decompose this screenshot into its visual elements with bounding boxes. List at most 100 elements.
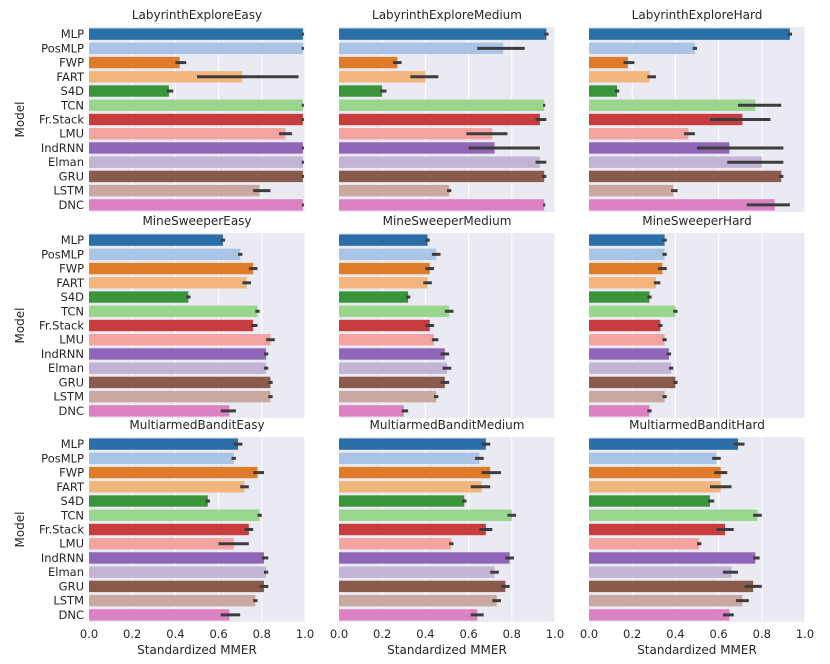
bar-S4D — [589, 291, 650, 303]
category-label: LSTM — [53, 594, 84, 608]
panel-0: LabyrinthExploreEasy MLPPosMLPFWPFARTS4DT… — [13, 8, 306, 212]
category-label: IndRNN — [41, 347, 84, 361]
bar-MLP — [589, 438, 739, 450]
bar-FART — [89, 481, 245, 493]
x-tick-label: 1.0 — [296, 627, 314, 641]
x-tick-label: 0.0 — [330, 627, 348, 641]
panel-title: MultiarmedBanditMedium — [370, 418, 525, 432]
panel-title: LabyrinthExploreMedium — [372, 8, 522, 22]
bar-Fr.Stack — [339, 113, 540, 126]
panel-2: LabyrinthExploreHard — [588, 8, 806, 212]
bar-TCN — [89, 99, 303, 111]
category-label: DNC — [59, 198, 85, 212]
bar-S4D — [89, 291, 189, 303]
x-tick-label: 0.6 — [459, 627, 477, 641]
category-label: PosMLP — [41, 451, 84, 465]
bar-S4D — [89, 495, 208, 507]
category-label: Fr.Stack — [39, 523, 84, 537]
bar-Fr.Stack — [339, 319, 430, 332]
bar-TCN — [589, 99, 756, 111]
bar-PosMLP — [89, 452, 234, 465]
bar-PosMLP — [339, 42, 504, 55]
category-label: FWP — [59, 262, 84, 276]
bar-DNC — [89, 609, 230, 621]
bar-LSTM — [89, 594, 256, 607]
bar-S4D — [339, 495, 465, 507]
category-label: LSTM — [53, 184, 84, 198]
bar-LMU — [589, 128, 689, 140]
bar-LSTM — [589, 594, 743, 607]
category-label: FART — [56, 70, 85, 84]
x-tick-label: 1.0 — [546, 627, 564, 641]
bar-Elman — [589, 566, 732, 578]
bar-PosMLP — [89, 42, 303, 55]
bar-LMU — [589, 334, 665, 346]
x-tick-label: 0.2 — [123, 627, 141, 641]
category-label: LMU — [59, 127, 84, 141]
bar-TCN — [339, 99, 545, 111]
bar-FWP — [589, 262, 663, 275]
bar-Fr.Stack — [339, 523, 486, 536]
x-axis-label: Standardized MMER — [137, 643, 257, 657]
bar-FWP — [339, 56, 398, 69]
bar-LMU — [339, 334, 435, 346]
bar-IndRNN — [89, 142, 303, 154]
category-label: GRU — [59, 375, 84, 389]
x-tick-label: 0.8 — [753, 627, 771, 641]
x-tick-label: 0.4 — [166, 627, 184, 641]
bar-FART — [339, 71, 426, 83]
category-label: S4D — [61, 84, 85, 98]
bar-Fr.Stack — [589, 319, 661, 332]
bar-Elman — [339, 362, 447, 374]
bar-PosMLP — [589, 248, 665, 261]
bar-FART — [339, 277, 428, 289]
bar-Elman — [89, 156, 303, 168]
bar-MLP — [339, 28, 547, 40]
bar-Elman — [339, 156, 540, 168]
bar-DNC — [589, 609, 730, 621]
bar-IndRNN — [589, 348, 669, 360]
bar-LMU — [589, 538, 700, 550]
panel-title: LabyrinthExploreEasy — [132, 8, 262, 22]
bar-GRU — [589, 376, 676, 389]
bar-TCN — [589, 305, 676, 317]
bar-PosMLP — [339, 452, 480, 465]
bar-LSTM — [589, 184, 674, 197]
x-axis-label: Standardized MMER — [387, 643, 507, 657]
category-label: Fr.Stack — [39, 319, 84, 333]
panel-6: MultiarmedBanditEasy MLPPosMLPFWPFARTS4DT… — [13, 418, 314, 657]
bar-S4D — [589, 85, 618, 97]
bar-FWP — [589, 56, 628, 69]
bar-MLP — [89, 234, 223, 246]
bar-TCN — [589, 509, 758, 521]
x-tick-label: 0.8 — [503, 627, 521, 641]
bar-Fr.Stack — [89, 319, 254, 332]
panel-5: MineSweeperHard — [588, 214, 806, 418]
panel-1: LabyrinthExploreMedium — [338, 8, 556, 212]
bar-LSTM — [339, 594, 497, 607]
bar-Elman — [89, 362, 267, 374]
bar-S4D — [589, 495, 710, 507]
bar-MLP — [89, 438, 239, 450]
panel-8: MultiarmedBanditHard 0.0 0.2 0.4 0.6 0.8 1.0 St… — [580, 418, 814, 657]
bar-DNC — [339, 199, 545, 211]
category-label: DNC — [59, 404, 85, 418]
panel-3: MineSweeperEasy MLPPosMLPFWPFARTS4DTCNFr.… — [13, 214, 306, 418]
category-label: MLP — [61, 233, 84, 247]
bar-S4D — [339, 85, 383, 97]
bar-LMU — [339, 538, 452, 550]
category-label: LMU — [59, 333, 84, 347]
bar-DNC — [339, 609, 478, 621]
category-label: Elman — [48, 361, 84, 375]
x-tick-label: 0.0 — [80, 627, 98, 641]
bar-FWP — [339, 466, 491, 479]
panel-title: MineSweeperMedium — [383, 214, 512, 228]
bar-Fr.Stack — [89, 523, 249, 536]
bar-IndRNN — [589, 142, 730, 154]
bar-Elman — [589, 362, 672, 374]
bar-GRU — [89, 170, 303, 183]
panel-4: MineSweeperMedium — [338, 214, 556, 418]
bar-DNC — [589, 405, 650, 417]
panel-title: MineSweeperHard — [642, 214, 752, 228]
bar-TCN — [339, 305, 450, 317]
